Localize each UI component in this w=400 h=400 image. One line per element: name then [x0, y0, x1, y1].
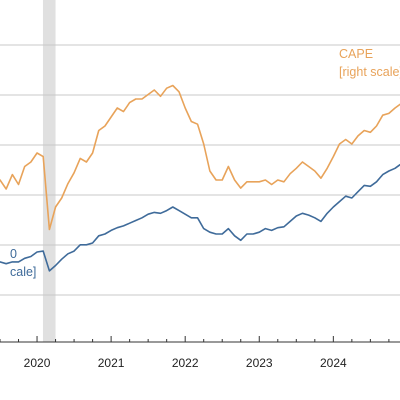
- plot-area: [0, 0, 400, 342]
- x-tick-label-2023: 2023: [246, 356, 273, 370]
- x-tick-label-2021: 2021: [98, 356, 125, 370]
- x-tick-label-2022: 2022: [172, 356, 199, 370]
- annotation-cape-line-1: [right scale]: [339, 65, 400, 79]
- series-line-cape: [0, 84, 400, 231]
- x-axis: 2020 2021 2022 2023 2024: [0, 336, 400, 370]
- annotations: CAPE [right scale] 0 cale]: [10, 47, 400, 279]
- annotation-left-scale-line-0: 0: [10, 247, 17, 261]
- annotation-left-scale-line-1: cale]: [10, 265, 36, 279]
- x-tick-label-2020: 2020: [24, 356, 51, 370]
- x-tick-label-2024: 2024: [320, 356, 347, 370]
- recession-shading: [42, 0, 56, 342]
- annotation-cape-line-0: CAPE: [339, 47, 373, 61]
- series-line-left-scale: [0, 163, 400, 272]
